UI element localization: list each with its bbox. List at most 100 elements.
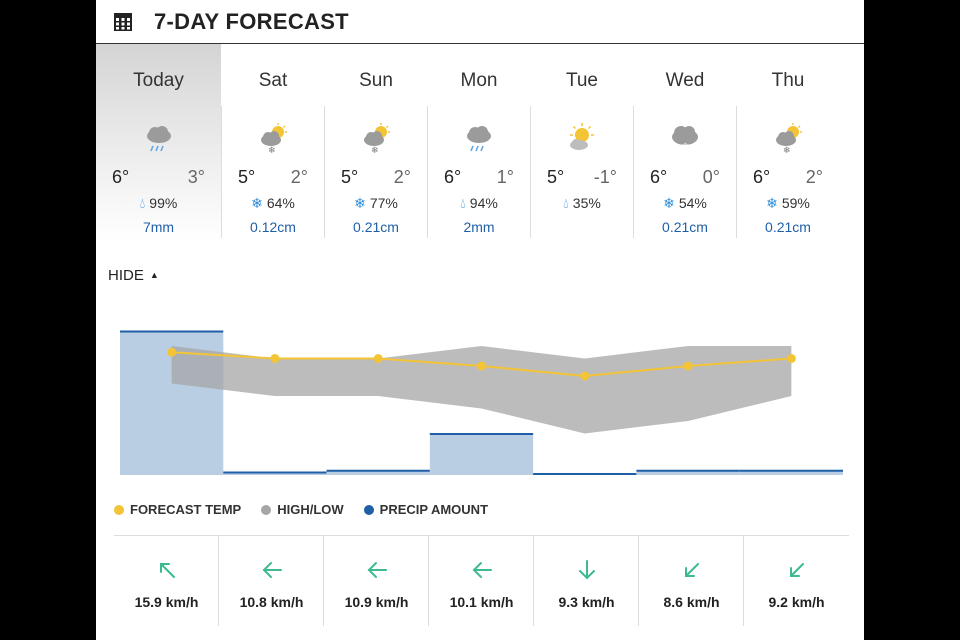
wind-column-wed: 8.6 km/h: [639, 536, 744, 626]
column-divider: [736, 106, 737, 238]
forecast-temp-point: [373, 354, 383, 363]
legend-dot-icon: [363, 504, 374, 515]
wind-column-thu: 9.2 km/h: [744, 536, 849, 626]
high-temp: 6°: [753, 167, 771, 187]
arrow-down-left-icon: [789, 563, 804, 577]
day-name: Thu: [771, 70, 805, 91]
chart-legend: FORECAST TEMP HIGH/LOW PRECIP AMOUNT: [114, 502, 508, 517]
sun-cloud-snow-icon: ❄: [364, 123, 390, 156]
wind-speed: 10.8 km/h: [239, 594, 304, 610]
precip-bar: [223, 472, 327, 475]
precip-probability: ❄ 64%: [251, 195, 295, 211]
column-divider: [323, 536, 324, 626]
high-temp: 6°: [650, 167, 668, 187]
forecast-title: 7-DAY FORECAST: [154, 8, 349, 34]
column-divider: [324, 106, 325, 238]
precip-amount: 2mm: [463, 219, 495, 235]
forecast-temp-point: [477, 361, 486, 371]
wind-column-sun: 10.9 km/h: [324, 536, 429, 626]
wind-speed: 9.2 km/h: [768, 594, 825, 610]
high-temp: 6°: [444, 167, 462, 187]
legend-precip-amount: PRECIP AMOUNT: [363, 502, 488, 517]
caret-up-icon: ▲: [149, 270, 159, 280]
cloud-rain-icon: [146, 126, 171, 152]
forecast-chart: [120, 330, 843, 475]
low-temp: 2°: [805, 167, 823, 187]
high-temp: 5°: [238, 167, 256, 187]
low-temp: -1°: [593, 167, 617, 187]
day-column-sat[interactable]: Sat ❄ 5° 2° ❄ 64% 0.12cm: [222, 44, 324, 240]
section-divider: [114, 535, 849, 536]
cloud-rain-icon: [467, 126, 491, 152]
forecast-temp-point: [580, 371, 590, 381]
precip-bar: [326, 470, 430, 475]
day-column-sun[interactable]: Sun ❄ 5° 2° ❄ 77% 0.21cm: [325, 44, 427, 240]
sun-cloud-icon: [570, 123, 594, 150]
wind-speed: 8.6 km/h: [663, 594, 720, 610]
wind-speed: 10.9 km/h: [344, 594, 409, 610]
day-column-mon[interactable]: Mon 6° 1° 💧︎ 94% 2mm: [428, 44, 530, 240]
hide-label: HIDE: [108, 267, 144, 284]
arrow-down-left-icon: [684, 563, 699, 577]
legend-high-low: HIGH/LOW: [261, 502, 344, 517]
daily-forecast-strip: Today 6° 3° 💧︎ 99% 7mm Sat ❄ 5° 2° ❄ 64% 0.1…: [96, 44, 864, 240]
sun-cloud-snow-icon: ❄: [261, 123, 287, 156]
forecast-temp-point: [167, 347, 177, 357]
column-divider: [428, 536, 429, 626]
forecast-temp-point: [786, 354, 796, 363]
wind-speed: 10.1 km/h: [449, 594, 514, 610]
column-divider: [533, 536, 534, 626]
day-name: Sun: [359, 70, 393, 91]
raindrop-icon: 💧︎: [139, 195, 146, 211]
wind-speed: 15.9 km/h: [134, 594, 199, 610]
precip-probability: ❄ 54%: [663, 195, 707, 211]
day-name: Wed: [665, 70, 705, 91]
day-column-thu[interactable]: Thu ❄ 6° 2° ❄ 59% 0.21cm: [737, 44, 839, 240]
wind-column-today: 15.9 km/h: [114, 536, 219, 626]
precip-probability: 💧︎ 35%: [563, 195, 601, 211]
precip-bar: [636, 470, 740, 475]
day-column-tue[interactable]: Tue 5° -1° 💧︎ 35%: [531, 44, 633, 240]
snowflake-icon: ❄: [663, 195, 675, 211]
precip-probability: 💧︎ 99%: [139, 195, 178, 211]
legend-dot-icon: [261, 504, 272, 515]
column-divider: [633, 106, 634, 238]
precip-probability: ❄ 59%: [766, 195, 810, 211]
sun-cloud-snow-icon: ❄: [776, 123, 802, 156]
low-temp: 3°: [187, 167, 205, 187]
low-temp: 0°: [702, 167, 720, 187]
precip-bar: [429, 434, 534, 475]
low-temp: 2°: [290, 167, 308, 187]
precip-bar: [739, 470, 843, 475]
calendar-icon: [114, 12, 132, 31]
wind-speed: 9.3 km/h: [558, 594, 615, 610]
day-column-wed[interactable]: Wed ❄ 6° 0° ❄ 54% 0.21cm: [634, 44, 736, 240]
day-column-today[interactable]: Today 6° 3° 💧︎ 99% 7mm: [96, 44, 221, 240]
forecast-panel: 7-DAY FORECAST Today 6° 3° 💧︎ 99% 7mm Sat …: [96, 0, 864, 640]
column-divider: [427, 106, 428, 238]
svg-text:❄: ❄: [371, 146, 379, 156]
high-temp: 6°: [112, 167, 130, 187]
svg-text:❄: ❄: [681, 142, 689, 153]
day-name: Today: [133, 70, 184, 91]
snowflake-icon: ❄: [251, 195, 263, 211]
column-divider: [221, 106, 222, 238]
snowflake-icon: ❄: [766, 195, 778, 211]
column-divider: [218, 536, 219, 626]
arrow-left-icon: [472, 562, 492, 578]
precip-amount: 0.21cm: [353, 219, 399, 235]
svg-text:❄: ❄: [783, 146, 791, 156]
precip-amount: 0.21cm: [765, 219, 811, 235]
hide-chart-toggle[interactable]: HIDE ▲: [108, 267, 159, 284]
day-name: Sat: [258, 70, 288, 91]
legend-forecast-temp: FORECAST TEMP: [114, 502, 241, 517]
forecast-header: 7-DAY FORECAST: [96, 0, 864, 44]
wind-column-mon: 10.1 km/h: [429, 536, 534, 626]
high-temp: 5°: [547, 167, 565, 187]
raindrop-icon: 💧︎: [460, 195, 466, 211]
wind-column-tue: 9.3 km/h: [534, 536, 639, 626]
low-temp: 1°: [496, 167, 514, 187]
legend-dot-icon: [114, 504, 124, 515]
forecast-temp-point: [270, 354, 280, 363]
arrow-up-left-icon: [159, 563, 175, 578]
